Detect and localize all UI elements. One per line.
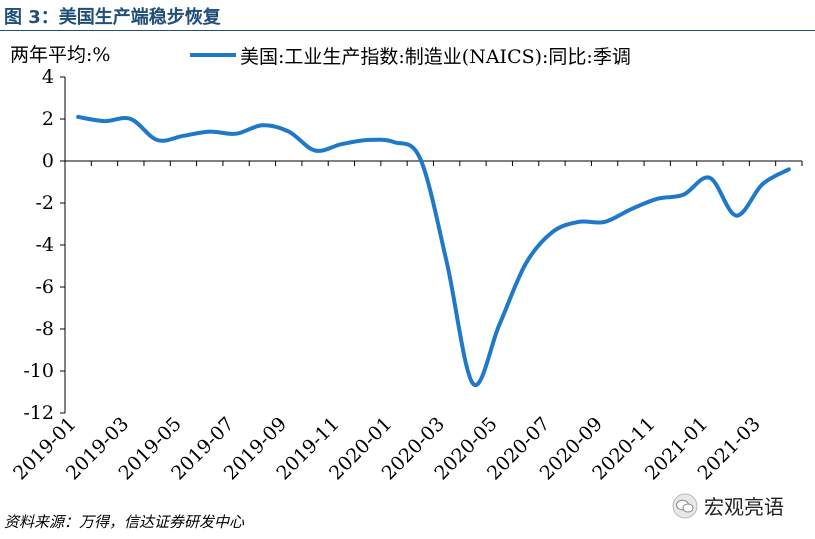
y-tick-label: 2 (42, 108, 54, 130)
axes (64, 77, 802, 413)
y-tick-label: -12 (23, 402, 54, 424)
wechat-icon (672, 493, 698, 518)
y-tick-label: -10 (23, 360, 54, 382)
source-note: 资料来源：万得，信达证券研发中心 (4, 513, 245, 531)
y-ticks: 4 2 0 -2 -4 -6 -8 -10 -12 (23, 66, 65, 424)
watermark-text: 宏观亮语 (704, 495, 784, 519)
legend-label: 美国:工业生产指数:制造业(NAICS):同比:季调 (240, 45, 631, 68)
y-tick-label: -6 (35, 276, 54, 298)
y-tick-label: -8 (35, 318, 54, 340)
y-tick-label: 0 (42, 150, 54, 172)
x-ticks: 2019-012019-032019-052019-072019-092019-… (9, 161, 803, 484)
y-tick-label: -2 (35, 192, 54, 214)
y-tick-label: 4 (42, 66, 54, 88)
series-group (76, 114, 791, 388)
series-line (76, 114, 791, 388)
y-axis-label: 两年平均:% (10, 44, 111, 66)
figure-title: 图 3：美国生产端稳步恢复 (4, 7, 221, 28)
y-tick-label: -4 (35, 234, 54, 256)
legend: 美国:工业生产指数:制造业(NAICS):同比:季调 (190, 40, 631, 70)
watermark: 宏观亮语 (672, 491, 784, 520)
legend-swatch (190, 53, 236, 57)
title-divider (0, 30, 815, 31)
